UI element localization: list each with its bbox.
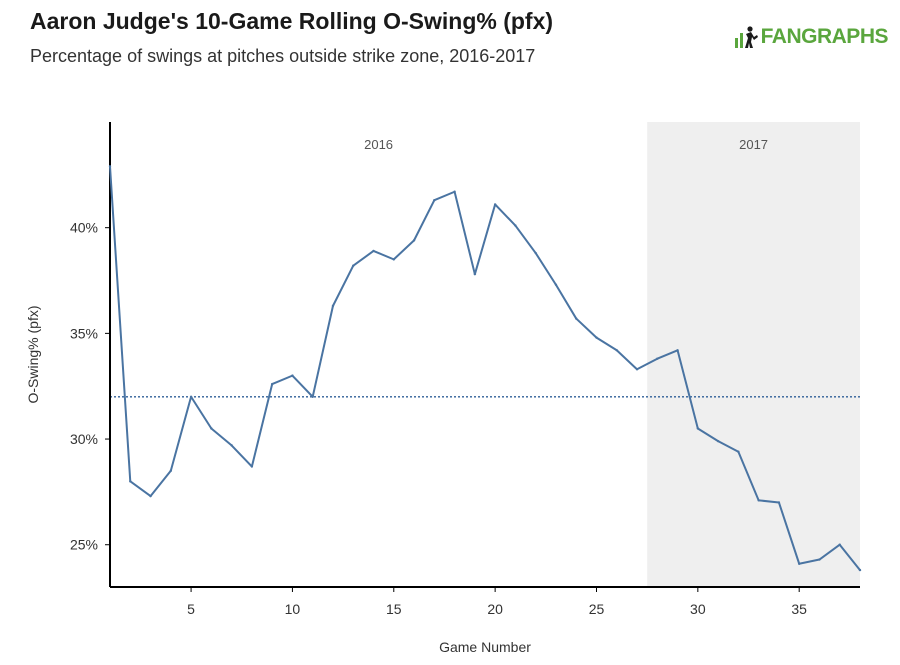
data-point [777, 501, 781, 504]
data-point [554, 283, 558, 286]
data-point [433, 199, 436, 202]
x-tick-label: 30 [690, 601, 706, 617]
data-point [797, 562, 801, 565]
data-point [514, 224, 517, 227]
x-tick-label: 20 [487, 601, 503, 617]
data-point [595, 336, 598, 339]
y-tick-label: 40% [70, 220, 98, 236]
data-point [250, 465, 254, 468]
data-point [575, 317, 578, 320]
data-point [534, 251, 537, 255]
data-point [149, 494, 152, 498]
data-point [108, 165, 112, 168]
y-axis-label: O-Swing% (pfx) [25, 305, 41, 403]
x-tick-label: 35 [791, 601, 807, 617]
data-point [392, 258, 395, 261]
chart-subtitle: Percentage of swings at pitches outside … [30, 46, 536, 66]
season-label-2017: 2017 [739, 137, 768, 152]
x-tick-label: 5 [187, 601, 195, 617]
fangraphs-logo-icon [734, 26, 758, 48]
data-point [676, 349, 679, 352]
data-point [189, 395, 193, 398]
y-tick-label: 35% [70, 325, 98, 341]
season-region-2017 [647, 122, 860, 587]
x-axis-label: Game Number [439, 639, 531, 655]
data-point [737, 450, 740, 453]
fangraphs-logo: FANGRAPHS [733, 24, 889, 50]
data-point [493, 203, 497, 206]
data-point [858, 568, 862, 572]
data-point [716, 439, 720, 443]
y-tick-label: 25% [70, 537, 98, 553]
data-point [352, 264, 355, 267]
season-label-2016: 2016 [364, 137, 393, 152]
y-tick-label: 30% [70, 431, 98, 447]
x-tick-label: 25 [589, 601, 605, 617]
data-point [635, 368, 639, 371]
data-point [453, 190, 456, 193]
chart-title: Aaron Judge's 10-Game Rolling O-Swing% (… [30, 8, 554, 34]
data-point [412, 239, 416, 242]
data-point [838, 543, 841, 546]
data-point [818, 558, 821, 561]
series-line [109, 166, 861, 571]
data-point [291, 374, 294, 377]
data-point [372, 249, 375, 253]
data-point [210, 427, 213, 430]
x-tick-label: 10 [285, 601, 301, 617]
data-point [169, 469, 173, 472]
data-point [656, 357, 659, 360]
x-tick-label: 15 [386, 601, 402, 617]
data-point [615, 349, 618, 352]
data-point [473, 272, 477, 276]
data-point [696, 427, 700, 430]
data-point [230, 444, 233, 447]
logo-text: FANGRAPHS [760, 25, 889, 48]
data-point [129, 480, 132, 483]
data-point [331, 304, 335, 308]
data-point [311, 395, 314, 398]
data-point [270, 382, 274, 386]
data-point [757, 499, 760, 502]
